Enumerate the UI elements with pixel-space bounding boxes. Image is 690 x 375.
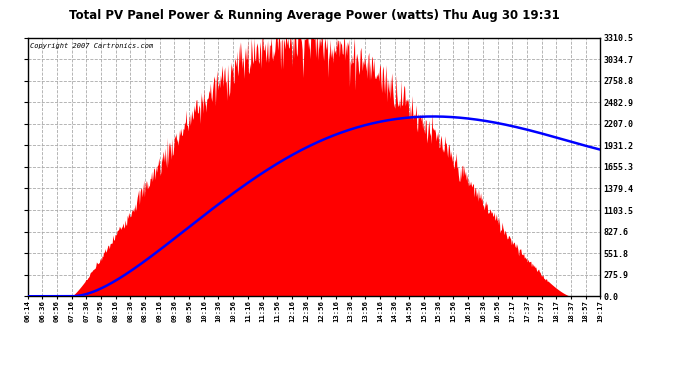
Text: Copyright 2007 Cartronics.com: Copyright 2007 Cartronics.com (30, 43, 154, 49)
Text: Total PV Panel Power & Running Average Power (watts) Thu Aug 30 19:31: Total PV Panel Power & Running Average P… (68, 9, 560, 22)
